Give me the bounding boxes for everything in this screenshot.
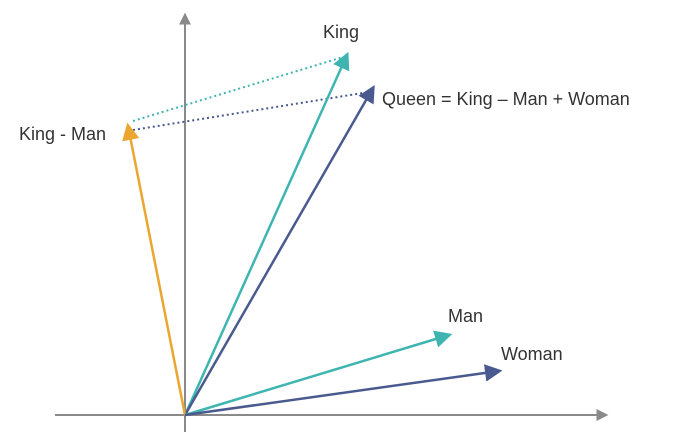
- vector-arrow: [184, 330, 453, 417]
- vector-arrow: [184, 364, 503, 417]
- vector-label: Queen = King – Man + Woman: [382, 89, 630, 109]
- dotted-connector: [132, 56, 344, 122]
- vector-label: Man: [448, 306, 483, 326]
- vector-arrow: [183, 51, 350, 416]
- vector-label: Woman: [501, 344, 563, 364]
- vector-label: King - Man: [19, 124, 106, 144]
- vector-arrow: [183, 84, 375, 416]
- vector-arrow: [122, 122, 187, 416]
- vector-label: King: [323, 22, 359, 42]
